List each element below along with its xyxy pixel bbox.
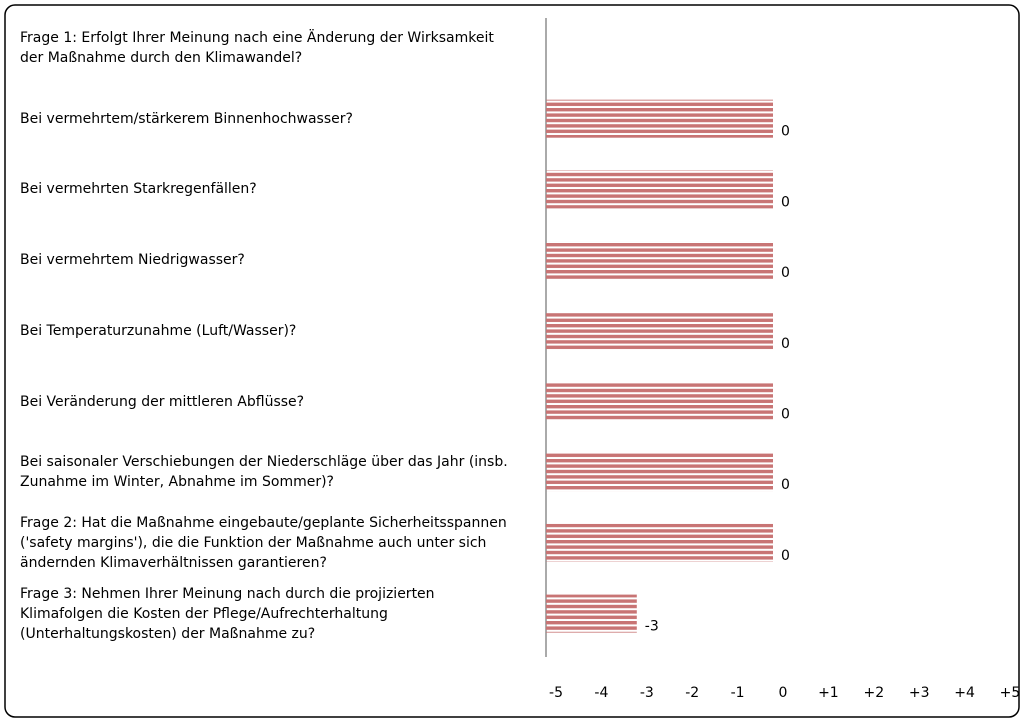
x-tick-label: -2	[685, 685, 699, 701]
bar	[546, 241, 773, 280]
category-label: Frage 1: Erfolgt Ihrer Meinung nach eine…	[20, 30, 494, 66]
bar	[546, 170, 773, 209]
bar	[546, 311, 773, 350]
value-label: 0	[781, 548, 790, 564]
bar	[546, 523, 773, 562]
x-tick-label: 0	[779, 685, 788, 701]
x-tick-label: -1	[731, 685, 745, 701]
x-tick-label: +2	[863, 685, 884, 701]
category-label: Bei Veränderung der mittleren Abflüsse?	[20, 393, 305, 410]
category-label: Bei Temperaturzunahme (Luft/Wasser)?	[20, 322, 297, 339]
category-label: Bei saisonaler Verschiebungen der Nieder…	[20, 454, 508, 491]
category-label: Bei vermehrtem/stärkerem Binnenhochwasse…	[20, 110, 353, 127]
x-tick-label: -5	[549, 685, 563, 701]
value-label: 0	[781, 477, 790, 493]
bar	[546, 99, 773, 138]
value-label: 0	[781, 336, 790, 352]
value-label: -3	[645, 619, 659, 635]
bar	[546, 594, 637, 633]
category-label: Frage 3: Nehmen Ihrer Meinung nach durch…	[20, 585, 435, 642]
category-label: Bei vermehrtem Niedrigwasser?	[20, 252, 245, 269]
x-tick-label: +4	[954, 685, 975, 701]
category-label: Frage 2: Hat die Maßnahme eingebaute/gep…	[20, 514, 507, 571]
value-label: 0	[781, 407, 790, 423]
x-tick-label: +5	[1000, 685, 1021, 701]
x-tick-label: -4	[594, 685, 608, 701]
bar	[546, 453, 773, 492]
value-label: 0	[781, 265, 790, 281]
frame	[4, 4, 1020, 718]
category-label: Bei vermehrten Starkregenfällen?	[20, 181, 257, 198]
value-label: 0	[781, 124, 790, 140]
bar	[546, 382, 773, 421]
x-tick-label: -3	[640, 685, 654, 701]
x-tick-label: +1	[818, 685, 839, 701]
x-tick-label: +3	[909, 685, 930, 701]
value-label: 0	[781, 194, 790, 210]
